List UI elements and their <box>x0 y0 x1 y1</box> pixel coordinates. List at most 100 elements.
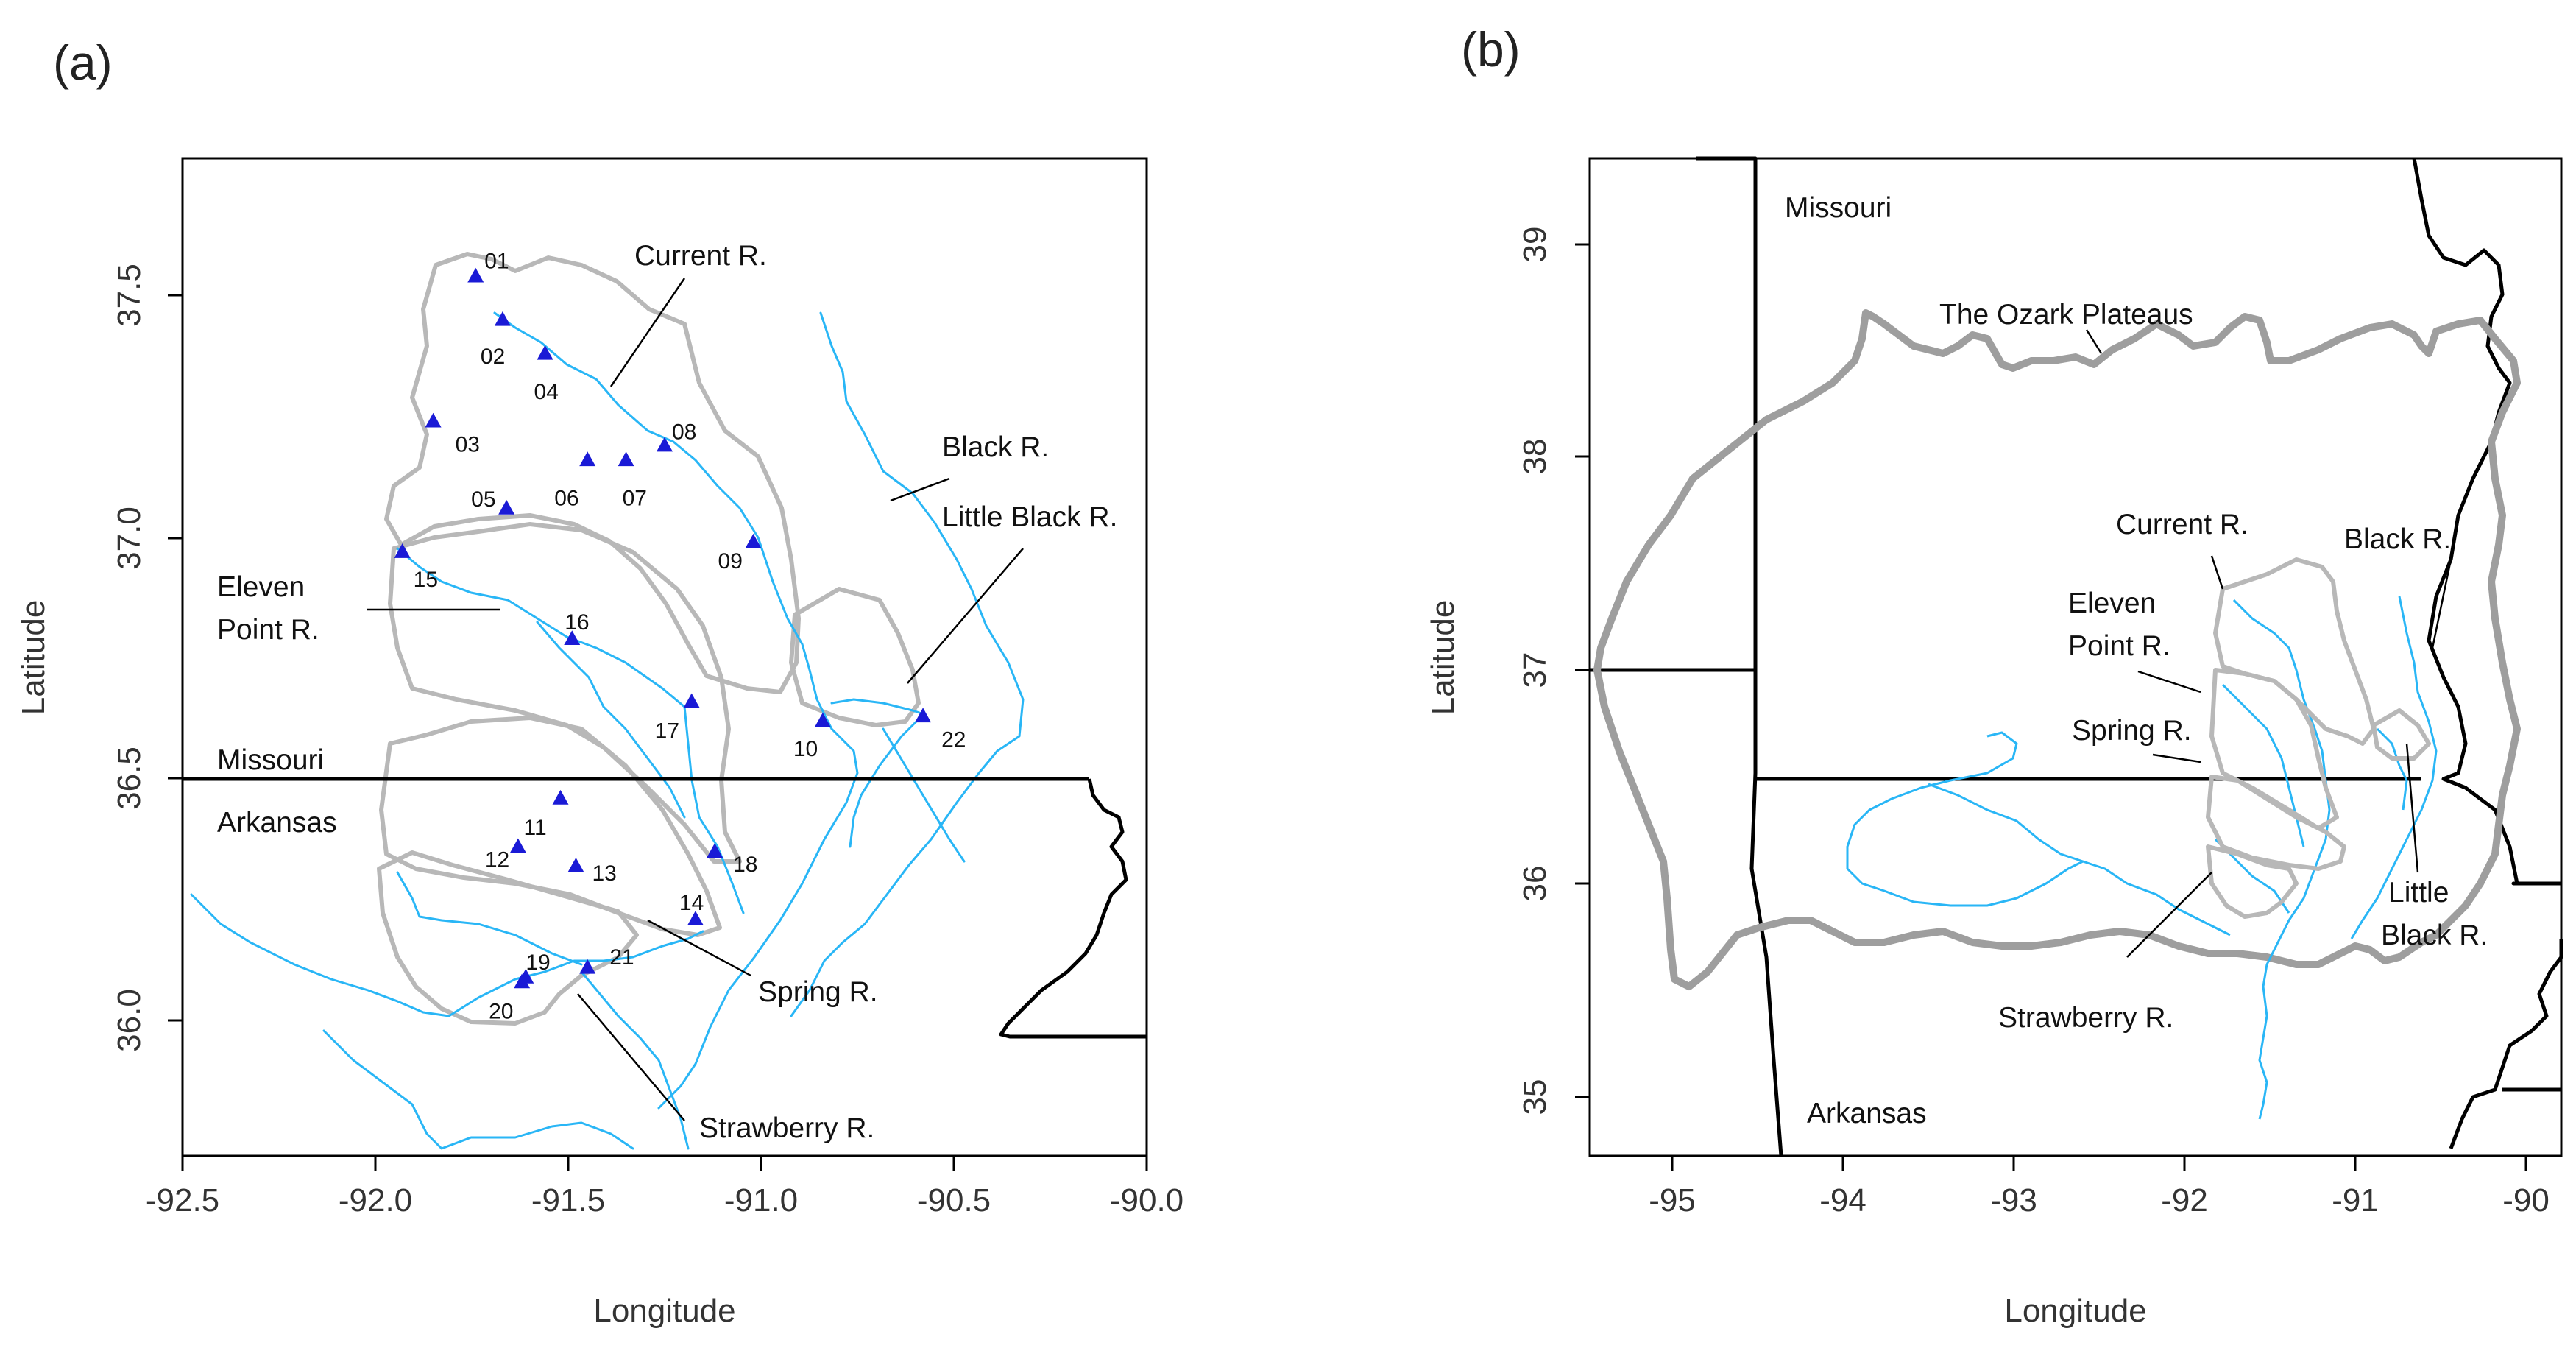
gauge-site-label: 20 <box>489 999 513 1023</box>
eleven-point-river-watershed <box>2209 668 2339 830</box>
current-river <box>493 311 859 1110</box>
eleven-point-upper-tributary <box>536 621 686 819</box>
panel-a-leader-lines <box>367 278 1024 1121</box>
gauge-site-label: 01 <box>484 250 509 274</box>
panel-b-ytick-label: 38 <box>1517 439 1553 475</box>
spring-river-watershed <box>2206 775 2346 871</box>
panel-a-xtick-label: -90.0 <box>1110 1182 1183 1218</box>
gauge-site-marker <box>579 959 596 974</box>
gauge-site-marker <box>425 412 442 428</box>
panel-b-xtick-label: -90 <box>2502 1182 2550 1218</box>
gauge-site-marker <box>745 533 762 548</box>
gauge-site-marker <box>657 437 673 452</box>
mississippi-river-border <box>2412 158 2561 886</box>
little-black-river <box>830 698 925 848</box>
gauge-site-marker <box>494 311 511 326</box>
panel-a-ytick-label: 36.5 <box>111 747 147 810</box>
panel-a-borders <box>183 777 1147 1039</box>
missouri-label: Missouri <box>217 744 324 776</box>
arkansas-label: Arkansas <box>217 807 337 839</box>
panel-b-x-axis-title: Longitude <box>2004 1293 2146 1329</box>
little-black-river <box>2376 727 2408 811</box>
panel-b-ytick-label: 39 <box>1517 227 1553 263</box>
panel-b-xtick-label: -94 <box>1819 1182 1866 1218</box>
gauge-site-label: 02 <box>481 345 505 369</box>
panel-b-xtick-label: -93 <box>1990 1182 2037 1218</box>
eleven-point-river <box>396 547 745 914</box>
gauge-site-label: 08 <box>672 420 696 445</box>
spring-river-tributary <box>396 871 583 966</box>
panel-a-xtick-label: -90.5 <box>917 1182 991 1218</box>
gauge-site-marker <box>567 857 584 872</box>
panel-b-xtick-label: -92 <box>2161 1182 2208 1218</box>
eleven-point-river-label: Point R. <box>2068 630 2170 662</box>
panel-a-xtick-label: -92.5 <box>146 1182 219 1218</box>
gauge-site-label: 13 <box>592 861 616 886</box>
ozark-plateaus-outline <box>1593 309 2521 990</box>
arkansas-label: Arkansas <box>1807 1098 1927 1129</box>
spring-river-west-branch <box>1846 731 2231 936</box>
panel-a-frame <box>181 157 1148 1157</box>
gauge-site-marker <box>564 630 581 646</box>
panel-a-gauge-sites: 01 02 04 03 08 06 07 05 09 15 16 17 10 22 11 12 13 18 14 19… <box>394 250 966 1023</box>
spring-river-watershed <box>379 716 722 937</box>
panel-b-frame <box>1588 157 2563 1157</box>
gauge-site-marker <box>915 708 932 723</box>
spring-river-upper <box>1928 783 2084 863</box>
panel-b: (b) <box>1425 22 2563 1329</box>
gauge-site-label: 07 <box>623 486 647 510</box>
black-river-label: Black R. <box>2344 523 2451 555</box>
gauge-site-marker <box>394 543 411 558</box>
gauge-site-label: 09 <box>718 549 743 574</box>
strawberry-lower-branch <box>322 1029 634 1150</box>
strawberry-river-label: Strawberry R. <box>1998 1002 2173 1034</box>
spring-river-label: Spring R. <box>2072 715 2192 747</box>
current-river-watershed <box>384 252 801 694</box>
strawberry-river-label: Strawberry R. <box>699 1112 874 1144</box>
missouri-kansas-oklahoma-border <box>1696 156 1783 1157</box>
panel-a-xtick-label: -92.0 <box>339 1182 412 1218</box>
gauge-site-marker <box>683 693 700 708</box>
gauge-site-label: 12 <box>485 848 509 872</box>
eleven-point-river-label: Eleven <box>217 571 305 603</box>
gauge-site-label: 19 <box>526 950 550 975</box>
ozark-plateaus-label: The Ozark Plateaus <box>1939 299 2193 331</box>
black-river <box>2350 596 2438 939</box>
panel-a-xtick-label: -91.5 <box>531 1182 605 1218</box>
gauge-site-marker <box>498 499 515 515</box>
panel-a-watersheds <box>377 252 921 1026</box>
black-river-watershed <box>2371 708 2431 761</box>
panel-a-ytick-label: 37.0 <box>111 507 147 570</box>
panel-b-y-ticks <box>1575 243 1590 1098</box>
strawberry-river-watershed <box>377 850 639 1026</box>
missouri-label: Missouri <box>1785 192 1892 224</box>
arkansas-eastern-border <box>999 778 1147 1039</box>
gauge-site-label: 03 <box>456 433 480 457</box>
black-river-northern-tributary <box>882 727 966 863</box>
panel-b-letter: (b) <box>1461 22 1521 77</box>
little-black-river-label: Little Black R. <box>942 501 1117 533</box>
strawberry-river-watershed <box>2206 844 2299 919</box>
gauge-site-label: 11 <box>524 816 547 840</box>
gauge-site-marker <box>618 451 634 467</box>
eleven-point-river <box>2221 683 2305 847</box>
panel-a-x-ticks <box>181 1156 1148 1171</box>
panel-b-watersheds <box>2206 557 2431 919</box>
panel-a-y-axis-title: Latitude <box>15 600 52 716</box>
panel-b-xtick-label: -91 <box>2332 1182 2379 1218</box>
gauge-site-label: 04 <box>534 380 559 404</box>
gauge-site-label: 21 <box>609 945 634 970</box>
spring-river <box>190 893 704 1017</box>
current-river-label: Current R. <box>2116 509 2248 540</box>
panel-a-ytick-label: 36.0 <box>111 989 147 1052</box>
panel-b-rivers <box>1846 596 2438 1120</box>
black-river-watershed <box>789 587 921 727</box>
panel-b-y-axis-title: Latitude <box>1425 600 1461 716</box>
gauge-site-label: 05 <box>471 487 495 512</box>
gauge-site-marker <box>552 789 569 805</box>
gauge-site-label: 14 <box>679 891 704 915</box>
black-river-label: Black R. <box>942 431 1049 463</box>
eleven-point-river-label: Eleven <box>2068 588 2156 619</box>
